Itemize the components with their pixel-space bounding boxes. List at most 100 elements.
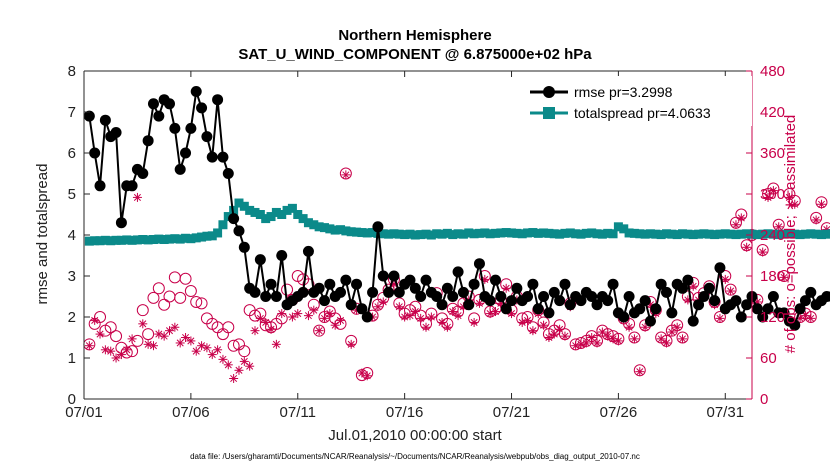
obs-assimilated-point	[469, 317, 479, 327]
totalspread-point	[613, 222, 623, 232]
rmse-point	[276, 250, 288, 261]
y-axis-label-right: # of obs: o=possible; ∗=assimilated	[782, 115, 799, 354]
totalspread-point	[100, 235, 110, 245]
totalspread-point	[116, 235, 126, 245]
totalspread-point	[165, 234, 175, 244]
totalspread-point	[234, 198, 244, 208]
totalspread-point	[651, 229, 661, 239]
totalspread-point	[752, 230, 762, 240]
totalspread-point	[576, 229, 586, 239]
rmse-point	[217, 151, 229, 163]
rmse-point	[484, 295, 496, 307]
totalspread-point	[731, 230, 741, 240]
totalspread-point	[688, 230, 698, 240]
y-tick-label-right: 420	[760, 104, 785, 121]
totalspread-point	[362, 228, 372, 238]
obs-assimilated-point	[255, 313, 265, 323]
rmse-point	[489, 274, 501, 286]
totalspread-point	[784, 229, 794, 239]
rmse-point	[522, 291, 534, 302]
rmse-point	[233, 225, 245, 237]
totalspread-point	[400, 230, 410, 240]
obs-assimilated-point	[416, 313, 426, 323]
rmse-point	[137, 168, 149, 179]
totalspread-point	[683, 229, 693, 239]
legend-spread-marker	[543, 107, 555, 119]
y-tick-label-left: 6	[68, 145, 76, 162]
totalspread-point	[667, 229, 677, 239]
totalspread-point	[742, 229, 752, 239]
totalspread-point	[223, 212, 233, 222]
rmse-point	[110, 127, 122, 138]
rmse-point	[789, 319, 801, 331]
rmse-point	[185, 122, 197, 134]
totalspread-point	[368, 228, 378, 238]
obs-assimilated-point	[587, 333, 597, 342]
rmse-point	[180, 147, 192, 159]
totalspread-point	[726, 229, 736, 239]
totalspread-point	[378, 229, 388, 239]
obs-assimilated-point	[560, 331, 570, 341]
rmse-point	[591, 299, 603, 311]
obs-assimilated-point	[143, 339, 153, 349]
rmse-point	[586, 291, 598, 302]
rmse-point	[655, 278, 667, 290]
y-tick-label-right: 180	[760, 268, 785, 285]
rmse-point	[212, 94, 224, 106]
totalspread-point	[287, 203, 297, 213]
totalspread-point	[384, 229, 394, 239]
totalspread-point	[314, 222, 324, 232]
rmse-point	[826, 291, 830, 302]
obs-assimilated-point	[426, 312, 436, 322]
totalspread-point	[346, 227, 356, 237]
obs-possible-point	[222, 321, 235, 334]
totalspread-point	[587, 228, 597, 238]
rmse-point	[142, 135, 154, 147]
totalspread-point	[336, 225, 346, 235]
obs-assimilated-point	[90, 315, 100, 325]
obs-assimilated-point	[229, 374, 239, 383]
totalspread-point	[544, 228, 554, 238]
obs-assimilated-point	[287, 312, 297, 322]
rmse-point	[693, 299, 705, 311]
totalspread-point	[309, 220, 319, 230]
totalspread-point	[560, 228, 570, 238]
obs-possible-point	[104, 321, 117, 334]
totalspread-point	[282, 205, 292, 215]
obs-possible-point	[136, 304, 149, 317]
totalspread-point	[678, 229, 688, 239]
totalspread-point	[469, 229, 479, 239]
totalspread-point	[645, 229, 655, 239]
obs-assimilated-point	[779, 272, 789, 282]
rmse-point	[623, 291, 635, 302]
obs-assimilated-point	[613, 336, 623, 346]
obs-assimilated-point	[394, 302, 404, 312]
obs-assimilated-point	[346, 339, 356, 349]
obs-possible-point	[190, 295, 203, 308]
obs-possible-point	[142, 328, 155, 341]
obs-assimilated-point	[325, 309, 335, 319]
totalspread-point	[111, 235, 121, 245]
rmse-point	[602, 295, 614, 307]
totalspread-point	[341, 226, 351, 236]
y-tick-label-left: 0	[68, 391, 76, 408]
totalspread-point	[245, 205, 255, 215]
totalspread-point	[528, 228, 538, 238]
totalspread-point	[699, 229, 709, 239]
totalspread-point	[640, 229, 650, 239]
rmse-point	[147, 98, 159, 110]
obs-assimilated-point	[100, 345, 110, 355]
totalspread-point	[132, 235, 142, 245]
totalspread-point	[736, 229, 746, 239]
obs-assimilated-point	[181, 333, 191, 342]
rmse-point	[351, 278, 363, 290]
x-tick-label: 07/11	[280, 404, 316, 421]
totalspread-point	[763, 229, 773, 239]
obs-assimilated-point	[635, 367, 645, 377]
data-file-footnote: data file: /Users/gharamti/Documents/NCA…	[190, 452, 640, 461]
obs-possible-point	[179, 272, 192, 285]
rmse-point	[709, 295, 721, 307]
rmse-point	[650, 303, 662, 315]
x-tick-label: 07/31	[707, 404, 745, 421]
